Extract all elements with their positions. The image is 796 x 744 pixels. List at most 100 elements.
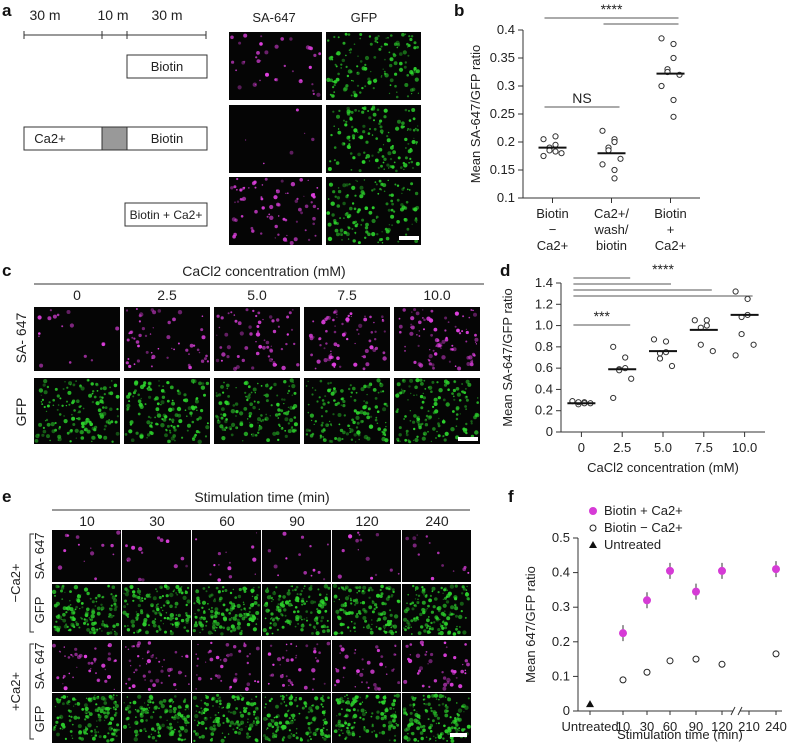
group-bracket (29, 643, 34, 740)
data-point (656, 355, 664, 362)
x-tick-label: Biotin (536, 206, 569, 221)
panel-letter-b: b (454, 1, 464, 20)
column-label: 90 (289, 513, 305, 529)
micrograph-sa647 (229, 32, 322, 100)
micrograph-gfp (326, 177, 421, 245)
data-point (670, 40, 677, 48)
y-tick-label: 0.2 (535, 403, 553, 418)
data-point (744, 295, 751, 303)
y-tick-label: 0.4 (497, 22, 515, 37)
panel-letter-f: f (508, 487, 514, 506)
group-label: −Ca2+ (8, 563, 23, 602)
data-point (738, 330, 745, 338)
micrograph-sa647 (52, 640, 121, 692)
panel-b-chart: 0.1 0.15 0.2 0.25 0.3 0.35 0.4 Mean SA-647/GFP … (468, 1, 700, 253)
scale-bar (458, 437, 478, 441)
micrograph-gfp (402, 693, 471, 743)
data-point (718, 660, 726, 668)
y-axis-label: Mean SA-647/GFP ratio (468, 45, 483, 184)
y-axis-label: Mean 647/GFP ratio (523, 566, 538, 683)
micrograph-sa647 (402, 530, 471, 582)
micrograph-sa647 (262, 530, 331, 582)
legend-label: Biotin + Ca2+ (604, 503, 683, 518)
micrograph-gfp (262, 693, 331, 743)
x-tick-label: 90 (689, 719, 703, 734)
data-point (709, 348, 716, 355)
panel-e: Stimulation time (min) 10 30 60 90 120 240 SA… (8, 489, 471, 743)
x-tick-label: 240 (765, 719, 787, 734)
column-label: 10 (79, 513, 95, 529)
significance-label: NS (572, 90, 591, 106)
condition-2-left-label: Ca2+ (34, 131, 65, 146)
data-point (552, 133, 559, 140)
condition-1-label: Biotin (151, 59, 184, 74)
x-tick-label: 2.5 (613, 440, 631, 455)
column-label: 60 (219, 513, 235, 529)
timeline-label-2: 10 m (97, 7, 128, 23)
x-tick-label: wash/ (594, 222, 629, 237)
micrograph-gfp (122, 584, 191, 636)
col-header-sa647: SA-647 (252, 10, 295, 25)
y-tick-label: 0 (546, 424, 553, 439)
y-tick-label: 0.15 (490, 162, 515, 177)
x-axis-label: Stimulation time (min) (617, 727, 743, 742)
data-point (666, 657, 674, 665)
data-point (718, 566, 726, 575)
x-tick-label: 0 (578, 440, 585, 455)
wash-step-box (101, 126, 128, 151)
row-label-sa647: SA- 647 (13, 312, 29, 363)
micrograph-sa647 (332, 530, 401, 582)
data-point (703, 317, 710, 324)
data-point (610, 394, 617, 402)
micrograph-grid-a (229, 32, 421, 245)
data-point (628, 375, 635, 382)
micrograph-sa647 (229, 177, 322, 245)
micrograph-gfp (332, 693, 401, 743)
data-point (772, 650, 780, 658)
y-tick-label: 0.2 (552, 634, 570, 649)
micrograph-gfp (326, 32, 421, 100)
micrograph-gfp (122, 693, 191, 743)
panel-e-title: Stimulation time (min) (194, 489, 329, 505)
data-point (670, 54, 677, 62)
data-point (540, 136, 547, 143)
data-point (586, 700, 594, 708)
micrograph-sa647 (192, 530, 261, 582)
micrograph-grid-e (51, 530, 471, 743)
panel-letter-d: d (500, 261, 510, 280)
data-point (692, 587, 700, 596)
data-point (662, 338, 670, 345)
micrograph-sa647 (229, 105, 322, 173)
data-point (732, 288, 739, 295)
x-tick-label: 7.5 (695, 440, 713, 455)
panel-a: 30 m 10 m 30 m Biotin Ca2+ Biotin Biotin… (23, 7, 421, 245)
panel-c-title: CaCl2 concentration (mM) (182, 263, 345, 279)
y-tick-label: 0.35 (490, 50, 515, 65)
y-tick-label: 0.6 (535, 360, 553, 375)
scale-bar (399, 236, 419, 240)
data-point (650, 336, 658, 343)
condition-box-biotin-calcium (124, 202, 208, 227)
data-point (658, 82, 665, 90)
data-point (697, 341, 704, 348)
x-axis-label: CaCl2 concentration (mM) (587, 460, 739, 475)
data-point (619, 629, 627, 638)
x-tick-label: Ca2+/ (594, 206, 629, 221)
x-tick-label: 210 (738, 719, 760, 734)
x-tick-label: 10.0 (732, 440, 757, 455)
y-tick-label: 0.5 (552, 530, 570, 545)
scale-bar (450, 733, 467, 737)
condition-2-right-label: Biotin (151, 131, 184, 146)
y-tick-label: 0.3 (552, 599, 570, 614)
micrograph-gfp (262, 584, 331, 636)
column-label: 2.5 (157, 287, 177, 303)
significance-label: **** (652, 261, 674, 277)
y-tick-label: 0.3 (497, 78, 515, 93)
data-point (599, 161, 606, 168)
micrograph-sa647 (52, 530, 121, 582)
data-point (658, 35, 665, 42)
micrograph-gfp (124, 378, 210, 444)
micrograph-sa647 (402, 640, 471, 692)
y-tick-label: 1.0 (535, 318, 553, 333)
y-axis-label: Mean SA-647/GFP ratio (500, 288, 515, 427)
